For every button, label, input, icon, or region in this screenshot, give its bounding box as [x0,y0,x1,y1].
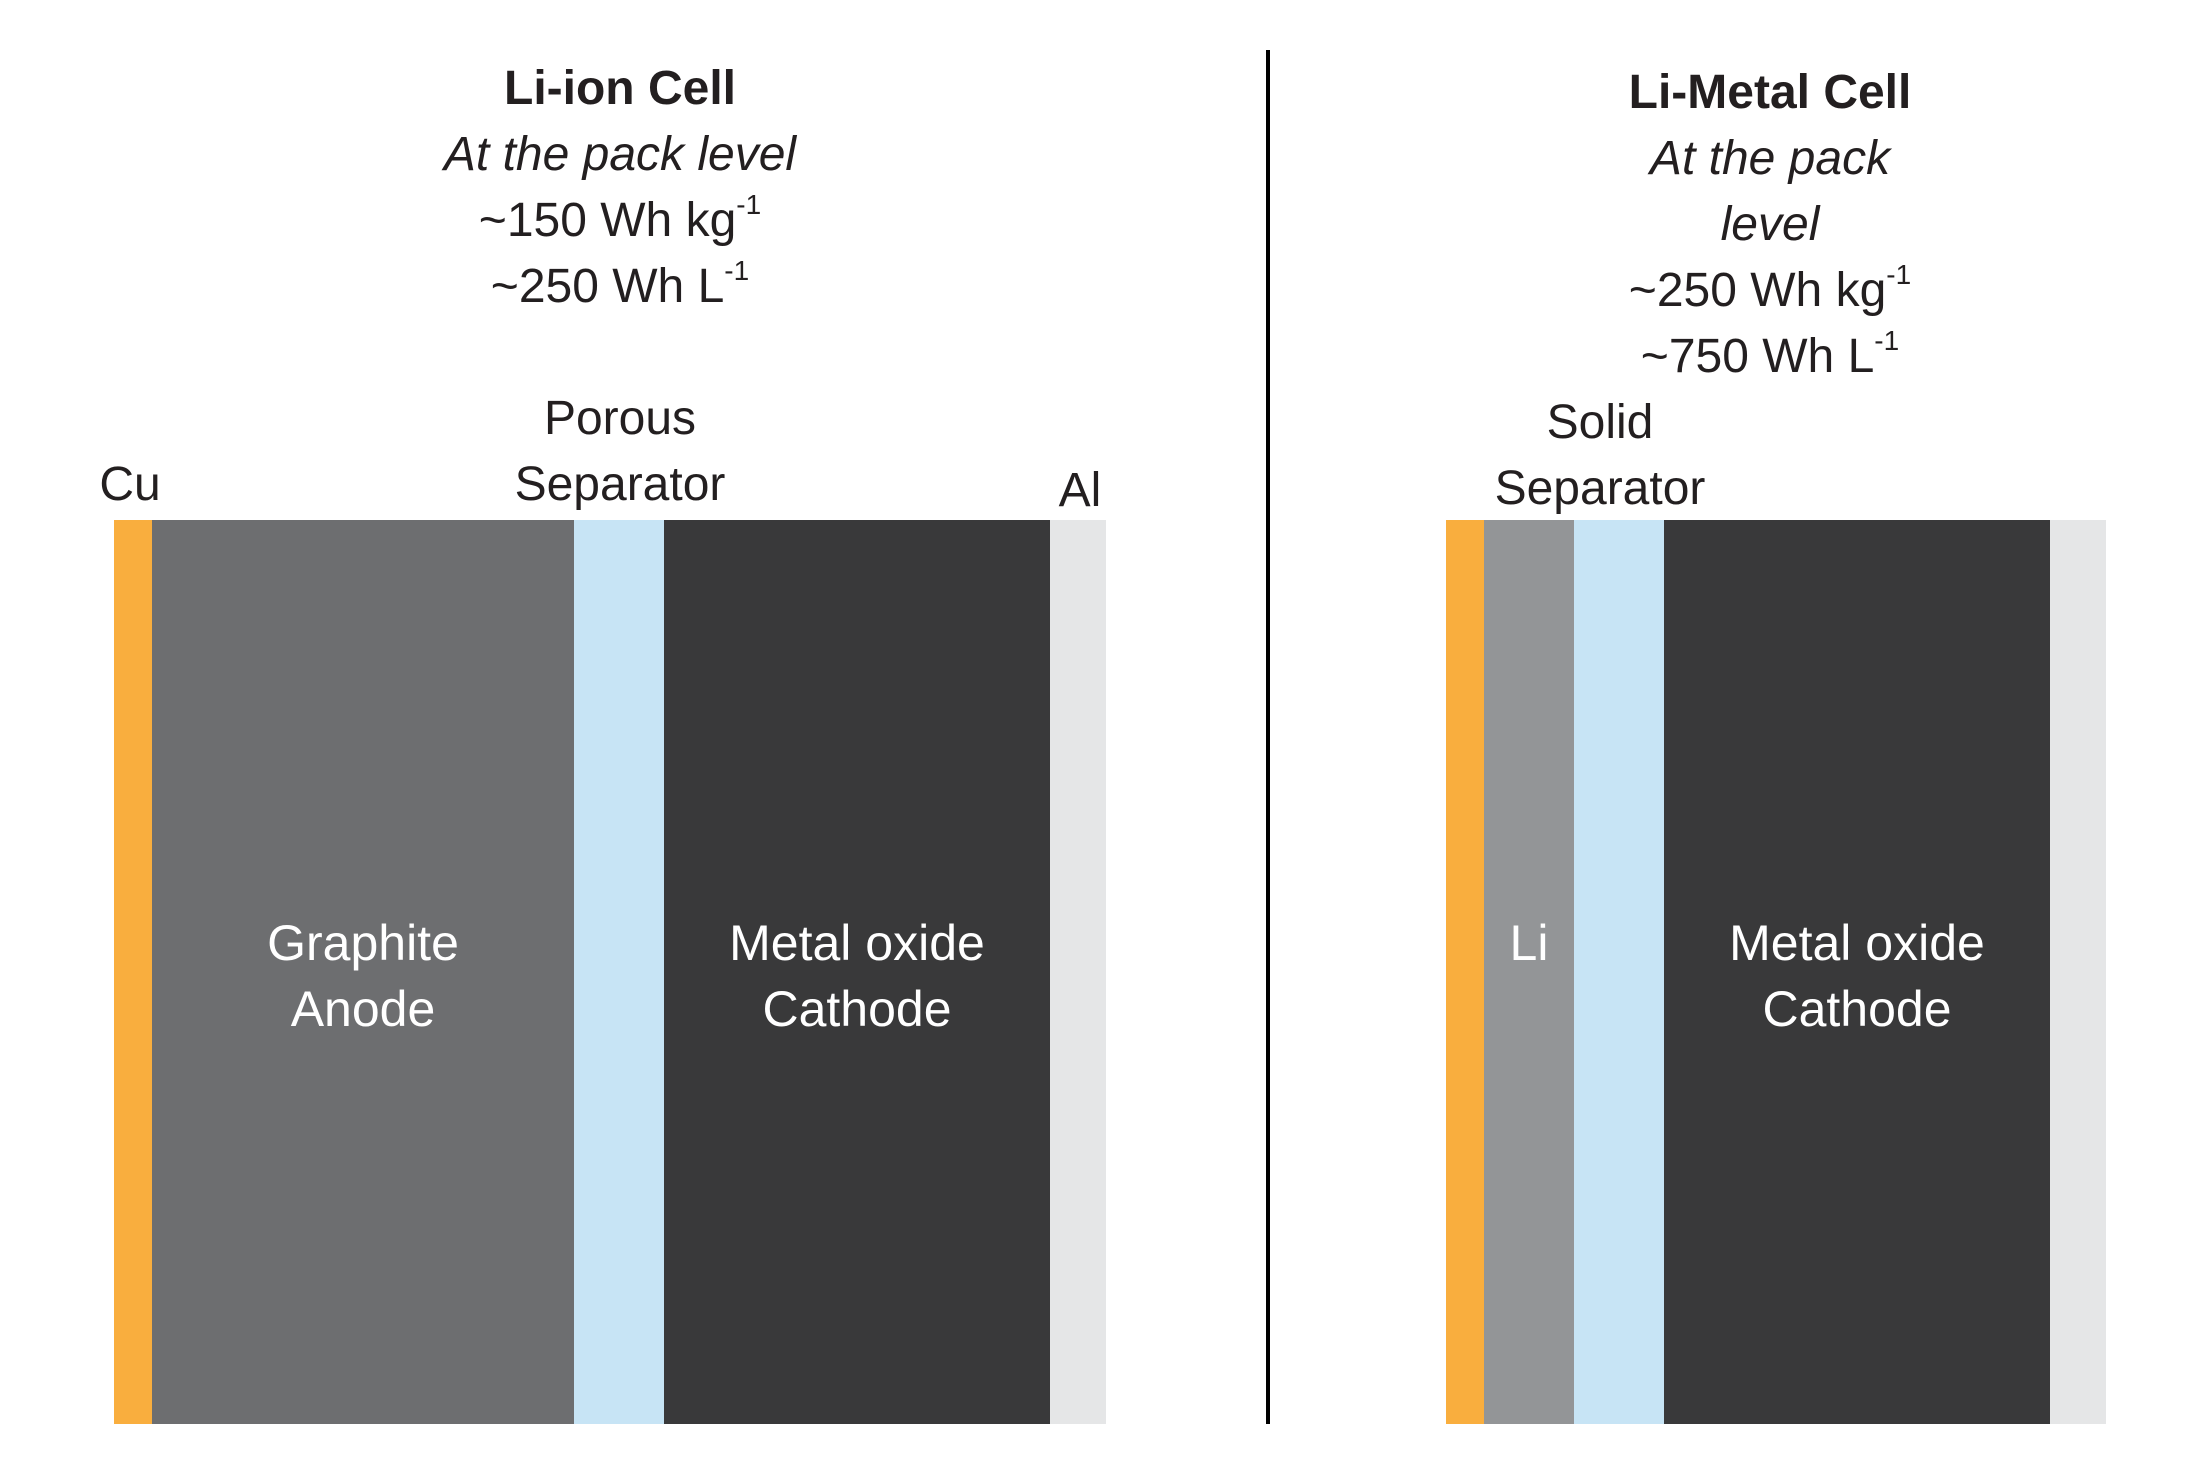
li-metal-lithium-anode: Li [1484,520,1574,1424]
li-ion-anode-label: Graphite Anode [267,915,459,1037]
li-ion-cell-panel: Li-ion Cell At the pack level ~150 Wh kg… [99,56,1106,1424]
li-metal-title: Li-Metal Cell [1628,66,1912,119]
li-metal-cu-current-collector [1446,520,1484,1424]
li-metal-cell-panel: Li-Metal Cell At the pack level ~250 Wh … [1270,0,2196,1478]
li-ion-title: Li-ion Cell [504,62,736,115]
li-ion-al-current-collector [1050,520,1106,1424]
li-ion-gravimetric-energy: ~150 Wh kg-1 [478,189,762,248]
li-ion-cathode-label: Metal oxide Cathode [729,915,985,1037]
li-ion-header: Li-ion Cell At the pack level ~150 Wh kg… [420,56,820,320]
li-metal-gravimetric-energy: ~250 Wh kg-1 [1628,259,1912,318]
li-metal-anode-label: Li [1509,915,1549,971]
li-metal-cathode-label: Metal oxide Cathode [1729,915,1985,1037]
li-ion-graphite-anode: Graphite Anode [152,520,574,1424]
li-metal-al-current-collector [2050,520,2106,1424]
li-metal-solid-separator [1574,520,1664,1424]
li-metal-volumetric-energy: ~750 Wh L-1 [1640,325,1900,384]
li-ion-al-label: Al [1058,464,1102,517]
li-metal-subtitle: At the pack level [1649,132,1891,251]
li-ion-subtitle: At the pack level [443,128,797,181]
panel-divider [1266,50,1270,1424]
li-metal-separator-label: Solid Separator [1494,396,1706,515]
li-metal-header: Li-Metal Cell At the pack level ~250 Wh … [1600,60,1940,390]
li-ion-volumetric-energy: ~250 Wh L-1 [490,255,750,314]
li-ion-porous-separator [574,520,664,1424]
li-ion-cu-label: Cu [99,458,161,511]
li-metal-metal-oxide-cathode: Metal oxide Cathode [1664,520,2050,1424]
li-ion-cu-current-collector [114,520,152,1424]
li-ion-metal-oxide-cathode: Metal oxide Cathode [664,520,1050,1424]
li-ion-separator-label: Porous Separator [514,392,726,511]
